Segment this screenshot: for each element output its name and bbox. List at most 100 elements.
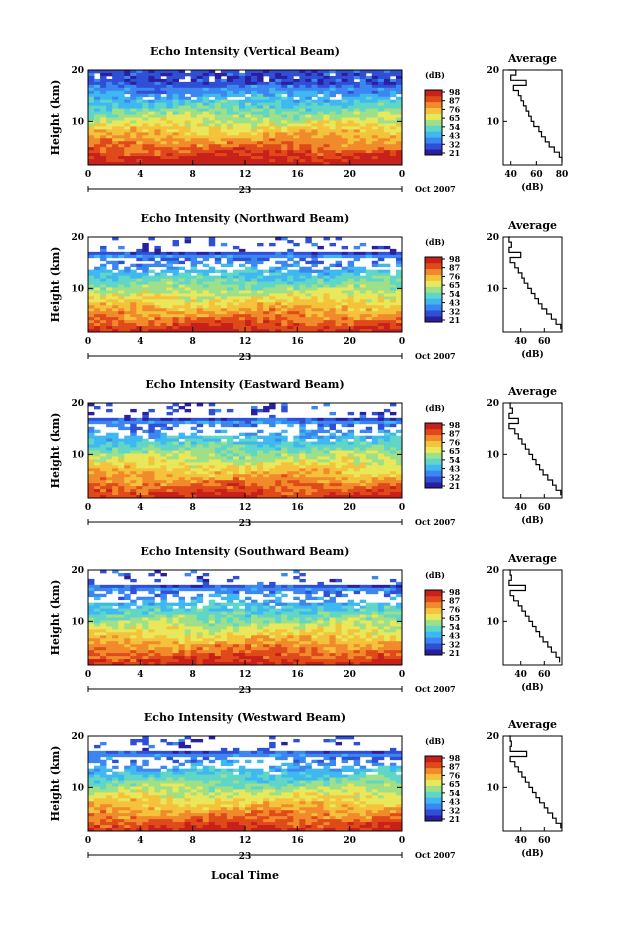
heatmap-cell [142,314,149,318]
heatmap-cell [184,459,192,463]
heatmap-cell [389,432,397,437]
heatmap-cell [269,483,276,487]
heatmap-cell [136,492,143,496]
heatmap-cell [377,99,385,104]
heatmap-cell [148,129,155,133]
heatmap-cell [94,480,101,484]
heatmap-cell [118,617,125,621]
heatmap-cell [196,611,204,615]
heatmap-cell [353,75,361,80]
heatmap-cell [208,141,216,145]
heatmap-cell [311,126,318,130]
heatmap-cell [184,278,192,282]
heatmap-cell [353,72,361,77]
heatmap-cell [251,405,258,410]
heatmap-cell [311,329,318,333]
heatmap-cell [317,596,324,601]
heatmap-cell [335,296,343,300]
heatmap-cell [160,299,167,303]
heatmap-cell [389,584,397,589]
heatmap-cell [251,96,258,101]
heatmap-cell [311,453,318,457]
heatmap-cell [106,474,113,478]
heatmap-cell [142,329,149,333]
heatmap-cell [365,251,373,256]
heatmap-cell [263,459,270,463]
heatmap-cell [214,257,222,262]
colorbar-tick-label: 32 [449,306,460,316]
heatmap-cell [232,447,240,451]
heatmap-cell [251,156,258,160]
heatmap-cell [184,453,192,457]
heatmap-cell [166,96,173,101]
heatmap-cell [245,260,252,265]
heatmap-cell [160,96,167,101]
heatmap-cell [263,471,270,475]
heatmap-cell [130,462,137,466]
heatmap-cell [329,138,336,142]
heatmap-cell [263,290,270,294]
heatmap-cell [130,108,137,112]
heatmap-cell [154,296,161,300]
heatmap-cell [94,70,101,74]
heatmap-cell [130,132,137,136]
heatmap-cell [365,141,373,145]
heatmap-cell [178,447,186,451]
heatmap-cell [287,272,294,276]
heatmap-cell [208,93,216,98]
heatmap-cell [142,305,149,309]
heatmap-cell [88,138,95,142]
heatmap-cell [196,78,204,83]
heatmap-cell [136,317,143,321]
heatmap-cell [94,105,101,109]
heatmap-cell [257,584,264,589]
heatmap-cell [353,141,361,145]
heatmap-cell [335,90,343,95]
heatmap-cell [172,135,179,139]
heatmap-cell [383,465,391,469]
heatmap-cell [148,596,155,601]
heatmap-cell [148,296,155,300]
heatmap-cell [88,84,95,89]
heatmap-cell [88,275,95,279]
heatmap-cell [281,105,288,109]
heatmap-cell [269,305,276,309]
heatmap-cell [190,162,198,166]
heatmap-cell [269,323,276,327]
x-tick-label: 0 [399,170,405,180]
heatmap-cell [287,248,294,253]
heatmap-cell [124,617,131,621]
heatmap-cell [178,311,186,315]
heatmap-cell [353,287,361,291]
heatmap-cell [323,423,330,428]
colorbar-swatch [425,446,442,453]
heatmap-cell [359,87,367,92]
heatmap-cell [365,326,373,330]
heatmap-cell [100,269,107,274]
heatmap-cell [365,444,373,448]
heatmap-cell [377,323,385,327]
heatmap-cell [299,435,306,440]
heatmap-cell [257,314,264,318]
heatmap-cell [226,471,234,475]
heatmap-cell [124,141,131,145]
colorbar-swatch [425,274,442,281]
panel-2: Echo Intensity (Northward Beam)1020Heigh… [49,212,563,363]
heatmap-cell [238,492,246,496]
heatmap-cell [124,138,131,142]
heatmap-cell [112,251,119,256]
heatmap-cell [287,323,294,327]
heatmap-cell [341,245,349,250]
heatmap-cell [208,84,216,89]
heatmap-cell [263,108,270,112]
heatmap-cell [100,311,107,315]
heatmap-cell [232,305,240,309]
heatmap-cell [383,102,391,107]
heatmap-cell [136,102,143,107]
heatmap-cell [208,489,216,493]
heatmap-cell [371,575,379,580]
heatmap-cell [377,254,385,259]
heatmap-cell [112,453,119,457]
heatmap-cell [130,450,137,454]
heatmap-cell [317,153,324,157]
